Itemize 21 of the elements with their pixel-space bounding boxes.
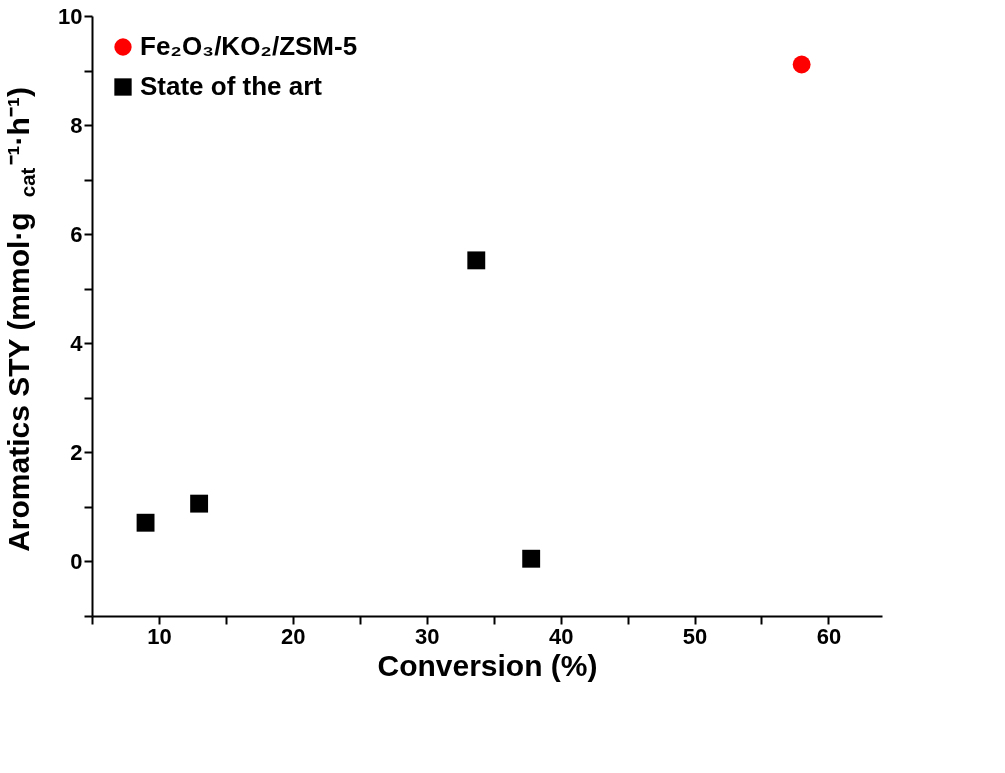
y-tick-label: 6 [70,221,83,247]
x-tick-label: 40 [548,623,574,649]
point [190,494,209,513]
x-tick-label: 20 [281,623,306,649]
y-tick-label: 0 [70,548,83,574]
x-tick-label: 50 [682,623,708,649]
legend-label: Fe₂O₃/KO₂/ZSM-5 [140,31,358,61]
x-axis-title: Conversion (%) [377,648,598,682]
y-tick-label: 2 [70,439,83,465]
x-tick-label: 60 [816,623,842,649]
y-tick-label: 10 [58,3,83,29]
legend-label: State of the art [140,71,323,101]
point [136,513,155,532]
point [467,251,486,270]
y-tick-label: 8 [70,112,83,138]
point [522,549,541,568]
x-tick-label: 30 [415,623,440,649]
point [792,55,811,74]
y-axis-title: Aromatics STY (mmol·gcat⁻¹·h⁻¹) [2,87,39,552]
x-tick-label: 10 [147,623,172,649]
y-tick-label: 4 [70,330,84,356]
